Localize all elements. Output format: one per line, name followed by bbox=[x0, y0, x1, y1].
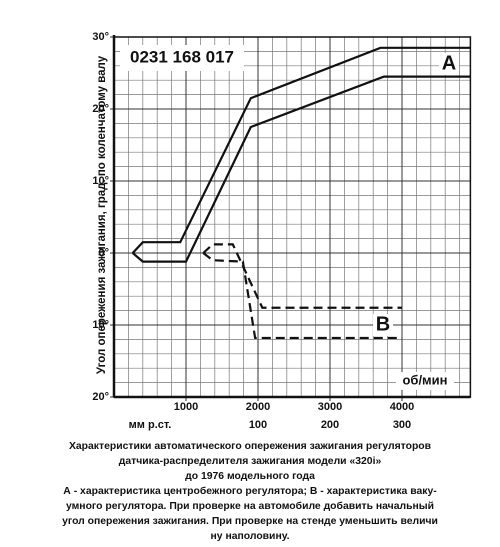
x2-tick-label: 300 bbox=[393, 419, 411, 431]
series-label-bg bbox=[373, 314, 393, 336]
series-label: B bbox=[376, 313, 390, 335]
x-unit: об/мин bbox=[402, 372, 447, 387]
y-tick-label: 30° bbox=[92, 31, 109, 43]
y-tick-label: 10° bbox=[92, 175, 109, 187]
x-tick-label: 3000 bbox=[318, 401, 342, 413]
y-tick-label: 20° bbox=[92, 103, 109, 115]
part-number: 0231 168 017 bbox=[130, 47, 234, 66]
x-unit-bg bbox=[396, 372, 454, 390]
caption-line: Характеристики автоматического опережени… bbox=[69, 441, 431, 452]
x2-unit: мм р.ст. bbox=[129, 419, 172, 431]
caption-line: ну наполовину. bbox=[211, 531, 290, 542]
caption-line: угол опережения зажигания. При проверке … bbox=[62, 516, 438, 527]
series-label-bg bbox=[439, 53, 459, 75]
x-tick-label: 4000 bbox=[390, 401, 414, 413]
marks bbox=[131, 46, 471, 340]
caption-line: умного регулятора. При проверке на автом… bbox=[66, 500, 434, 512]
labels: 30° 20° 10° 0° 10° 20° 1000 2000 3000 4000 100 200 3… bbox=[62, 31, 459, 542]
series-label: A bbox=[442, 52, 456, 74]
y-tick-label: 10° bbox=[92, 319, 109, 331]
caption-line: датчика-распределителя зажигания модели … bbox=[119, 456, 382, 467]
curve bbox=[132, 75, 471, 263]
curve bbox=[202, 243, 402, 309]
curve bbox=[202, 252, 402, 340]
y-tick-label: 0° bbox=[98, 247, 109, 259]
part-number-bg bbox=[120, 45, 244, 71]
x-tick-label: 1000 bbox=[174, 401, 198, 413]
curve bbox=[131, 46, 471, 254]
x-tick-label: 2000 bbox=[246, 401, 270, 413]
caption-line: А - характеристика центробежного регулят… bbox=[63, 485, 437, 497]
y-tick-label: 20° bbox=[92, 391, 109, 403]
x2-tick-label: 200 bbox=[321, 419, 339, 431]
x2-tick-label: 100 bbox=[249, 419, 267, 431]
y-axis-label: Угол опережения зажигания, град. по коле… bbox=[96, 55, 108, 374]
plot-frame bbox=[113, 36, 472, 398]
caption-line: до 1976 модельного года bbox=[185, 471, 315, 482]
grid bbox=[110, 35, 472, 401]
